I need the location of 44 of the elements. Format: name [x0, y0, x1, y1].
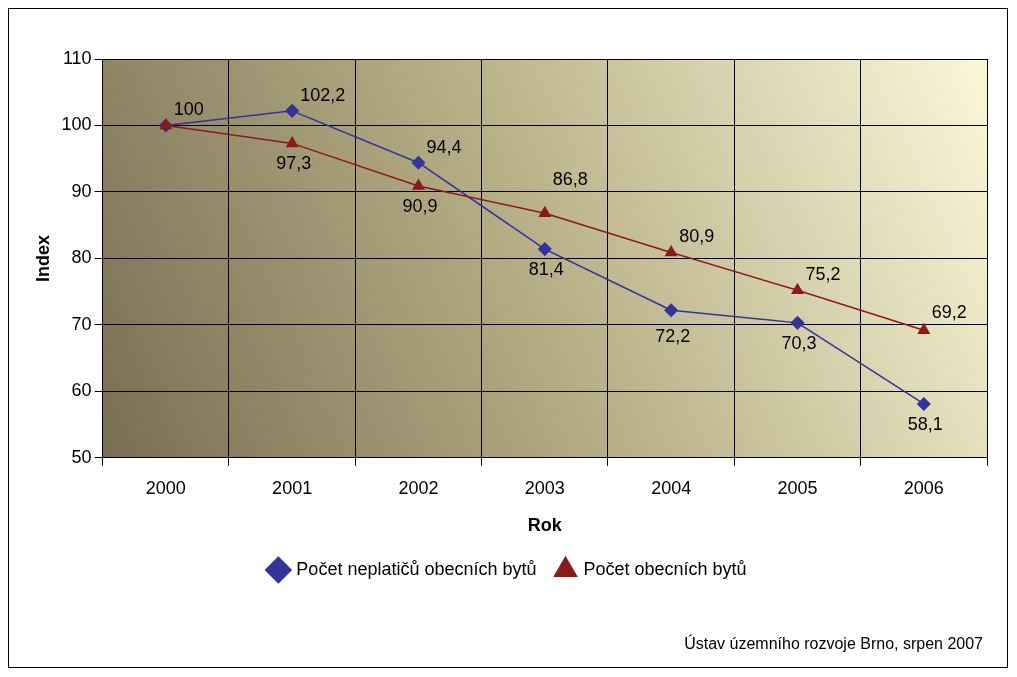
y-tick-label: 60	[71, 380, 92, 401]
point	[538, 206, 551, 217]
y-tick-label: 50	[71, 446, 92, 467]
point	[285, 104, 299, 118]
point	[412, 179, 425, 190]
point	[665, 245, 678, 257]
point	[917, 323, 930, 334]
data-label: 90,9	[402, 195, 438, 216]
data-label: 102,2	[300, 84, 346, 105]
y-tick-label: 70	[71, 313, 92, 334]
y-axis-title: Index	[32, 234, 53, 282]
point	[790, 316, 805, 330]
point	[286, 136, 299, 148]
data-label: 86,8	[552, 168, 588, 189]
legend-label: Počet neplatičů obecních bytů	[296, 558, 537, 579]
data-label: 97,3	[276, 153, 312, 174]
data-label: 72,2	[655, 325, 691, 346]
data-label: 81,4	[528, 259, 564, 280]
x-tick-label: 2006	[903, 477, 944, 498]
point	[411, 155, 426, 170]
x-tick-label: 2005	[777, 477, 818, 498]
data-label: 100	[173, 99, 204, 120]
y-tick-label: 90	[71, 180, 92, 201]
data-label: 80,9	[679, 226, 715, 247]
x-axis-title: Rok	[527, 515, 563, 536]
y-tick-label: 110	[62, 47, 92, 68]
data-label: 70,3	[781, 332, 817, 353]
data-label: 75,2	[805, 264, 841, 285]
text: Ústav územního rozvoje Brno, srpen 2007	[684, 635, 983, 653]
data-label: 94,4	[426, 136, 462, 157]
y-tick-label: 80	[71, 247, 92, 268]
legend-label: Počet obecních bytů	[583, 558, 747, 579]
point	[664, 303, 678, 317]
x-tick-label: 2002	[398, 477, 439, 498]
data-label: 69,2	[931, 301, 967, 322]
point	[917, 397, 931, 411]
data-label: 58,1	[907, 413, 943, 434]
point	[538, 242, 552, 256]
point	[791, 283, 804, 295]
y-tick-label: 100	[61, 114, 92, 135]
x-tick-label: 2000	[145, 477, 186, 498]
x-tick-label: 2001	[272, 477, 313, 498]
x-tick-label: 2004	[651, 477, 692, 498]
x-tick-label: 2003	[524, 477, 565, 498]
